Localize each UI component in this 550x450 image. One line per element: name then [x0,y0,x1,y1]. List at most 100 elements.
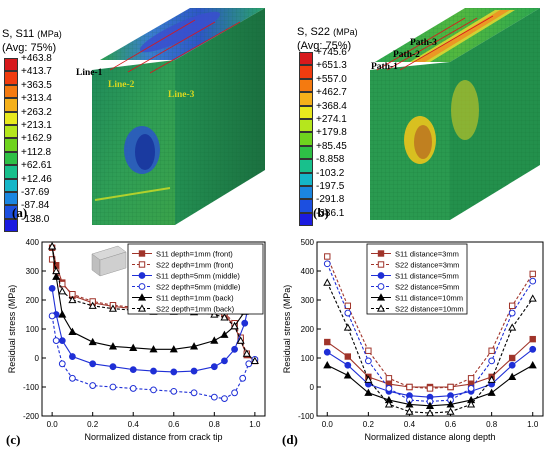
data-point [138,261,146,268]
x-tick-label: 0.8 [486,420,498,429]
legend-entry: S11 distance=5mm [395,272,459,281]
x-axis-label: Normalized distance from crack tip [84,432,222,442]
data-point [169,345,178,353]
data-point [190,367,198,375]
data-point [220,330,229,338]
panel-c-label: (c) [6,432,21,447]
data-point [528,361,537,369]
colorbar-swatch [299,52,313,66]
colorbar-swatch [299,119,313,133]
data-point [488,347,495,354]
x-tick-label: 0.6 [168,420,180,429]
x-tick-label: 0.0 [322,420,334,429]
colorbar-tick-label: -8.858 [316,154,345,166]
inset-side [99,251,127,277]
data-point [150,386,157,394]
colorbar-tick-label: +274.1 [316,114,347,125]
colorbar-tick-label: -103.2 [316,167,345,179]
legend-b-avg: (Avg: 75%) [297,40,352,52]
data-point [425,401,435,409]
colorbar-tick-label: -291.8 [316,194,345,206]
data-point [48,256,56,263]
colorbar-tick-label: +463.8 [21,53,52,64]
colorbar-tick-label: +213.1 [21,120,52,131]
data-point [323,278,332,286]
data-point [365,347,372,354]
data-point [88,301,97,309]
colorbar-swatch [4,165,18,179]
colorbar-swatch [299,199,313,213]
data-point [48,285,56,292]
data-point [406,383,413,391]
data-point [68,327,77,335]
x-axis-label: Normalized distance along depth [364,432,495,442]
data-point [364,357,372,365]
data-point [344,361,352,369]
data-point [446,400,455,408]
colorbar-tick-label: +363.5 [21,79,52,91]
colorbar-swatch [299,105,313,119]
colorbar-swatch [4,218,18,233]
legend-entry: S22 distance=10mm [395,305,464,314]
data-point [377,261,385,268]
data-point [242,349,251,357]
colorbar-swatch [4,111,18,125]
x-tick-label: 0.4 [404,420,416,429]
data-point [323,348,331,356]
data-point [376,304,386,312]
legend-entry: S22 depth=1mm (front) [156,261,234,270]
colorbar-swatch [4,205,18,219]
data-point [377,272,385,279]
colorbar-tick-label: +462.7 [316,87,347,99]
colorbar-swatch [299,186,313,200]
colorbar-swatch [4,138,18,152]
data-point [68,295,77,304]
data-point [529,345,537,353]
x-tick-label: 0.8 [209,420,221,429]
inset-thumbnail [91,245,127,277]
y-tick-label: -100 [23,383,40,392]
data-point [221,357,228,365]
path-3-label: Path-3 [410,38,437,48]
colorbar-tick-label: +179.8 [316,127,347,139]
colorbar-tick-label: -138.0 [21,213,50,225]
colorbar-tick-label: +651.3 [316,60,347,72]
data-point [69,374,76,382]
colorbar-tick-label: -386.1 [316,207,345,219]
data-point [129,366,137,374]
data-point [170,368,178,376]
panel-a-label: (a) [12,205,28,220]
colorbar-tick-label: +85.45 [316,140,347,152]
y-tick-label: 300 [301,296,315,305]
colorbar-tick-label: -197.5 [316,181,345,192]
line-3-label: Line-3 [168,90,195,100]
colorbar-swatch [4,84,18,99]
data-point [231,389,238,397]
data-point [138,272,146,279]
colorbar-swatch [299,65,313,79]
data-point [488,357,496,365]
data-point [344,353,352,360]
data-point [245,360,253,368]
legend-entry: S11 distance=10mm [395,294,463,303]
colorbar-swatch [4,58,18,72]
line-1-label: Line-1 [76,68,103,78]
colorbar-tick-label: +413.7 [21,66,52,78]
panel-a: S, S11 (MPa) (Avg: 75%) +463.8 +413.7 +363… [0,0,275,233]
legend-entry: S11 depth=1mm (front) [156,250,233,259]
data-point [508,361,516,369]
data-point [210,363,218,371]
data-point [89,360,97,368]
colorbar-a: +463.8 +413.7 +363.5 +313.4 +263.2 +213.1 +162… [4,54,84,234]
panel-b: S, S22 (MPa) (Avg: 75%) +745.6 +651.3 +557… [275,0,550,230]
data-point [231,345,238,353]
colorbar-swatch [4,192,18,206]
data-point [487,388,496,396]
legend-a-avg: (Avg: 75%) [2,42,57,54]
y-tick-label: 0 [35,354,40,363]
colorbar-swatch [299,92,313,106]
y-tick-label: 200 [301,325,315,334]
data-point [210,336,219,344]
data-point [364,388,373,396]
y-tick-label: -100 [298,412,315,421]
